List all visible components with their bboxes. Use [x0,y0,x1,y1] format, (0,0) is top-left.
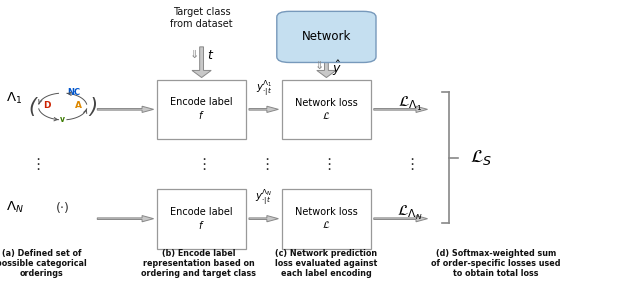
Text: Target class
from dataset: Target class from dataset [170,7,233,29]
Text: v: v [60,115,65,124]
Text: $\mathcal{L}_{\Lambda_1}$: $\mathcal{L}_{\Lambda_1}$ [397,94,422,113]
FancyArrow shape [317,59,336,78]
FancyArrow shape [374,216,428,222]
Text: $\vdots$: $\vdots$ [259,156,269,172]
FancyBboxPatch shape [277,11,376,62]
Text: $\hat{y}$: $\hat{y}$ [332,59,341,78]
Text: $y^{\Lambda_N}_{\cdot|t}$: $y^{\Lambda_N}_{\cdot|t}$ [255,187,273,207]
Text: ): ) [90,97,97,116]
FancyBboxPatch shape [157,80,246,139]
Text: $\Downarrow$: $\Downarrow$ [312,59,323,71]
FancyArrow shape [192,47,211,78]
Text: $\Downarrow$: $\Downarrow$ [187,48,198,60]
Text: $\vdots$: $\vdots$ [196,156,207,172]
Text: Encode label
$f$: Encode label $f$ [170,207,233,231]
FancyArrow shape [97,216,154,222]
FancyArrow shape [249,216,278,222]
Text: Network loss
$\mathcal{L}$: Network loss $\mathcal{L}$ [295,98,358,121]
Text: $\vdots$: $\vdots$ [30,156,40,172]
Text: Network loss
$\mathcal{L}$: Network loss $\mathcal{L}$ [295,207,358,230]
FancyArrow shape [249,106,278,112]
Text: $\vdots$: $\vdots$ [321,156,332,172]
Text: $\Lambda_N$: $\Lambda_N$ [6,200,24,215]
Text: $\mathcal{L}_{S}$: $\mathcal{L}_{S}$ [470,148,492,167]
FancyBboxPatch shape [282,80,371,139]
FancyBboxPatch shape [282,189,371,248]
Text: $y^{\Lambda_1}_{\cdot|t}$: $y^{\Lambda_1}_{\cdot|t}$ [255,78,273,98]
Text: (c) Network prediction
loss evaluated against
each label encoding: (c) Network prediction loss evaluated ag… [275,248,378,278]
Text: Network: Network [301,30,351,43]
FancyArrow shape [97,106,154,112]
Text: D: D [44,101,51,110]
Text: (: ( [28,97,36,116]
Text: Encode label
$f$: Encode label $f$ [170,97,233,121]
Text: (b) Encode label
representation based on
ordering and target class: (b) Encode label representation based on… [141,248,256,278]
Text: (d) Softmax-weighted sum
of order-specific losses used
to obtain total loss: (d) Softmax-weighted sum of order-specif… [431,248,561,278]
Text: $\Lambda_1$: $\Lambda_1$ [6,90,22,106]
Text: (a) Defined set of
possible categorical
orderings: (a) Defined set of possible categorical … [0,248,87,278]
Text: $t$: $t$ [207,49,214,62]
FancyBboxPatch shape [157,189,246,248]
Text: $(\cdot)$: $(\cdot)$ [56,200,70,215]
Text: $\mathcal{L}_{\Lambda_N}$: $\mathcal{L}_{\Lambda_N}$ [397,204,422,222]
FancyArrow shape [374,106,428,112]
Text: A: A [75,101,81,110]
Text: NC: NC [68,88,81,97]
Text: $\vdots$: $\vdots$ [404,156,415,172]
